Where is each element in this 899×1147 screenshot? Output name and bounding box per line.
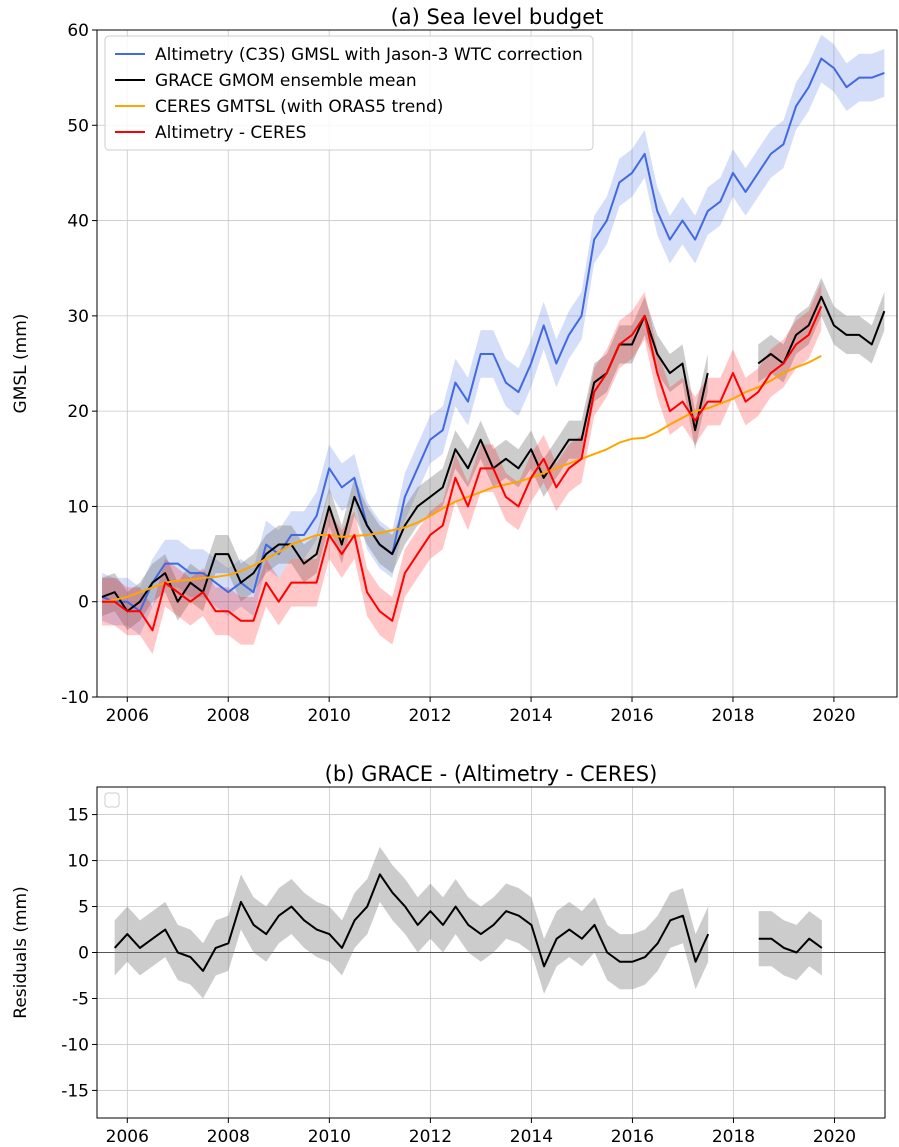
series-line (113, 873, 823, 972)
x-tick-label: 2014 (510, 1127, 553, 1143)
uncertainty-band (102, 34, 885, 636)
plot-area (101, 34, 886, 655)
legend-label: CERES GMTSL (with ORAS5 trend) (155, 97, 443, 117)
legend-box (104, 35, 594, 151)
y-tick-label: -10 (61, 688, 89, 708)
y-tick-label: 15 (67, 806, 89, 826)
legend-box (104, 792, 120, 808)
x-tick-label: 2016 (610, 706, 653, 726)
y-tick-label: 40 (67, 212, 89, 232)
y-tick-label: 10 (67, 497, 89, 517)
x-tick-label: 2006 (106, 706, 149, 726)
legend-label: Altimetry (C3S) GMSL with Jason-3 WTC co… (155, 45, 583, 65)
x-tick-label: 2020 (812, 706, 855, 726)
x-tick-label: 2010 (308, 1127, 351, 1143)
y-axis-label: Residuals (mm) (11, 886, 31, 1018)
x-tick-label: 2006 (106, 1127, 149, 1143)
y-tick-label: 50 (67, 116, 89, 136)
x-tick-label: 2008 (207, 1127, 250, 1143)
x-tick-label: 2014 (509, 706, 552, 726)
y-tick-label: 10 (67, 852, 89, 872)
y-tick-label: -5 (72, 989, 89, 1009)
x-tick-label: 2016 (611, 1127, 654, 1143)
legend-label: Altimetry - CERES (155, 123, 306, 143)
chart-title: (a) Sea level budget (391, 5, 604, 29)
y-axis-label: GMSL (mm) (11, 314, 31, 414)
chart-title: (b) GRACE - (Altimetry - CERES) (325, 762, 658, 786)
y-tick-label: 60 (67, 21, 89, 41)
uncertainty-band (114, 846, 822, 999)
plot-area (113, 846, 823, 999)
x-tick-label: 2012 (408, 706, 451, 726)
x-tick-label: 2018 (711, 706, 754, 726)
x-tick-label: 2012 (409, 1127, 452, 1143)
x-tick-label: 2010 (308, 706, 351, 726)
series-line (102, 305, 823, 632)
x-tick-label: 2018 (712, 1127, 755, 1143)
y-tick-label: 0 (78, 944, 89, 964)
y-tick-label: 20 (67, 402, 89, 422)
y-tick-label: -15 (61, 1081, 89, 1101)
y-tick-label: 0 (78, 593, 89, 613)
x-tick-label: 2008 (207, 706, 250, 726)
series-line (101, 57, 885, 613)
plot-frame (96, 29, 898, 698)
legend-label: GRACE GMOM ensemble mean (155, 71, 417, 91)
x-tick-label: 2020 (813, 1127, 856, 1143)
plot-frame (96, 786, 886, 1119)
y-tick-label: 5 (78, 898, 89, 918)
y-tick-label: -10 (61, 1035, 89, 1055)
y-tick-label: 30 (67, 307, 89, 327)
